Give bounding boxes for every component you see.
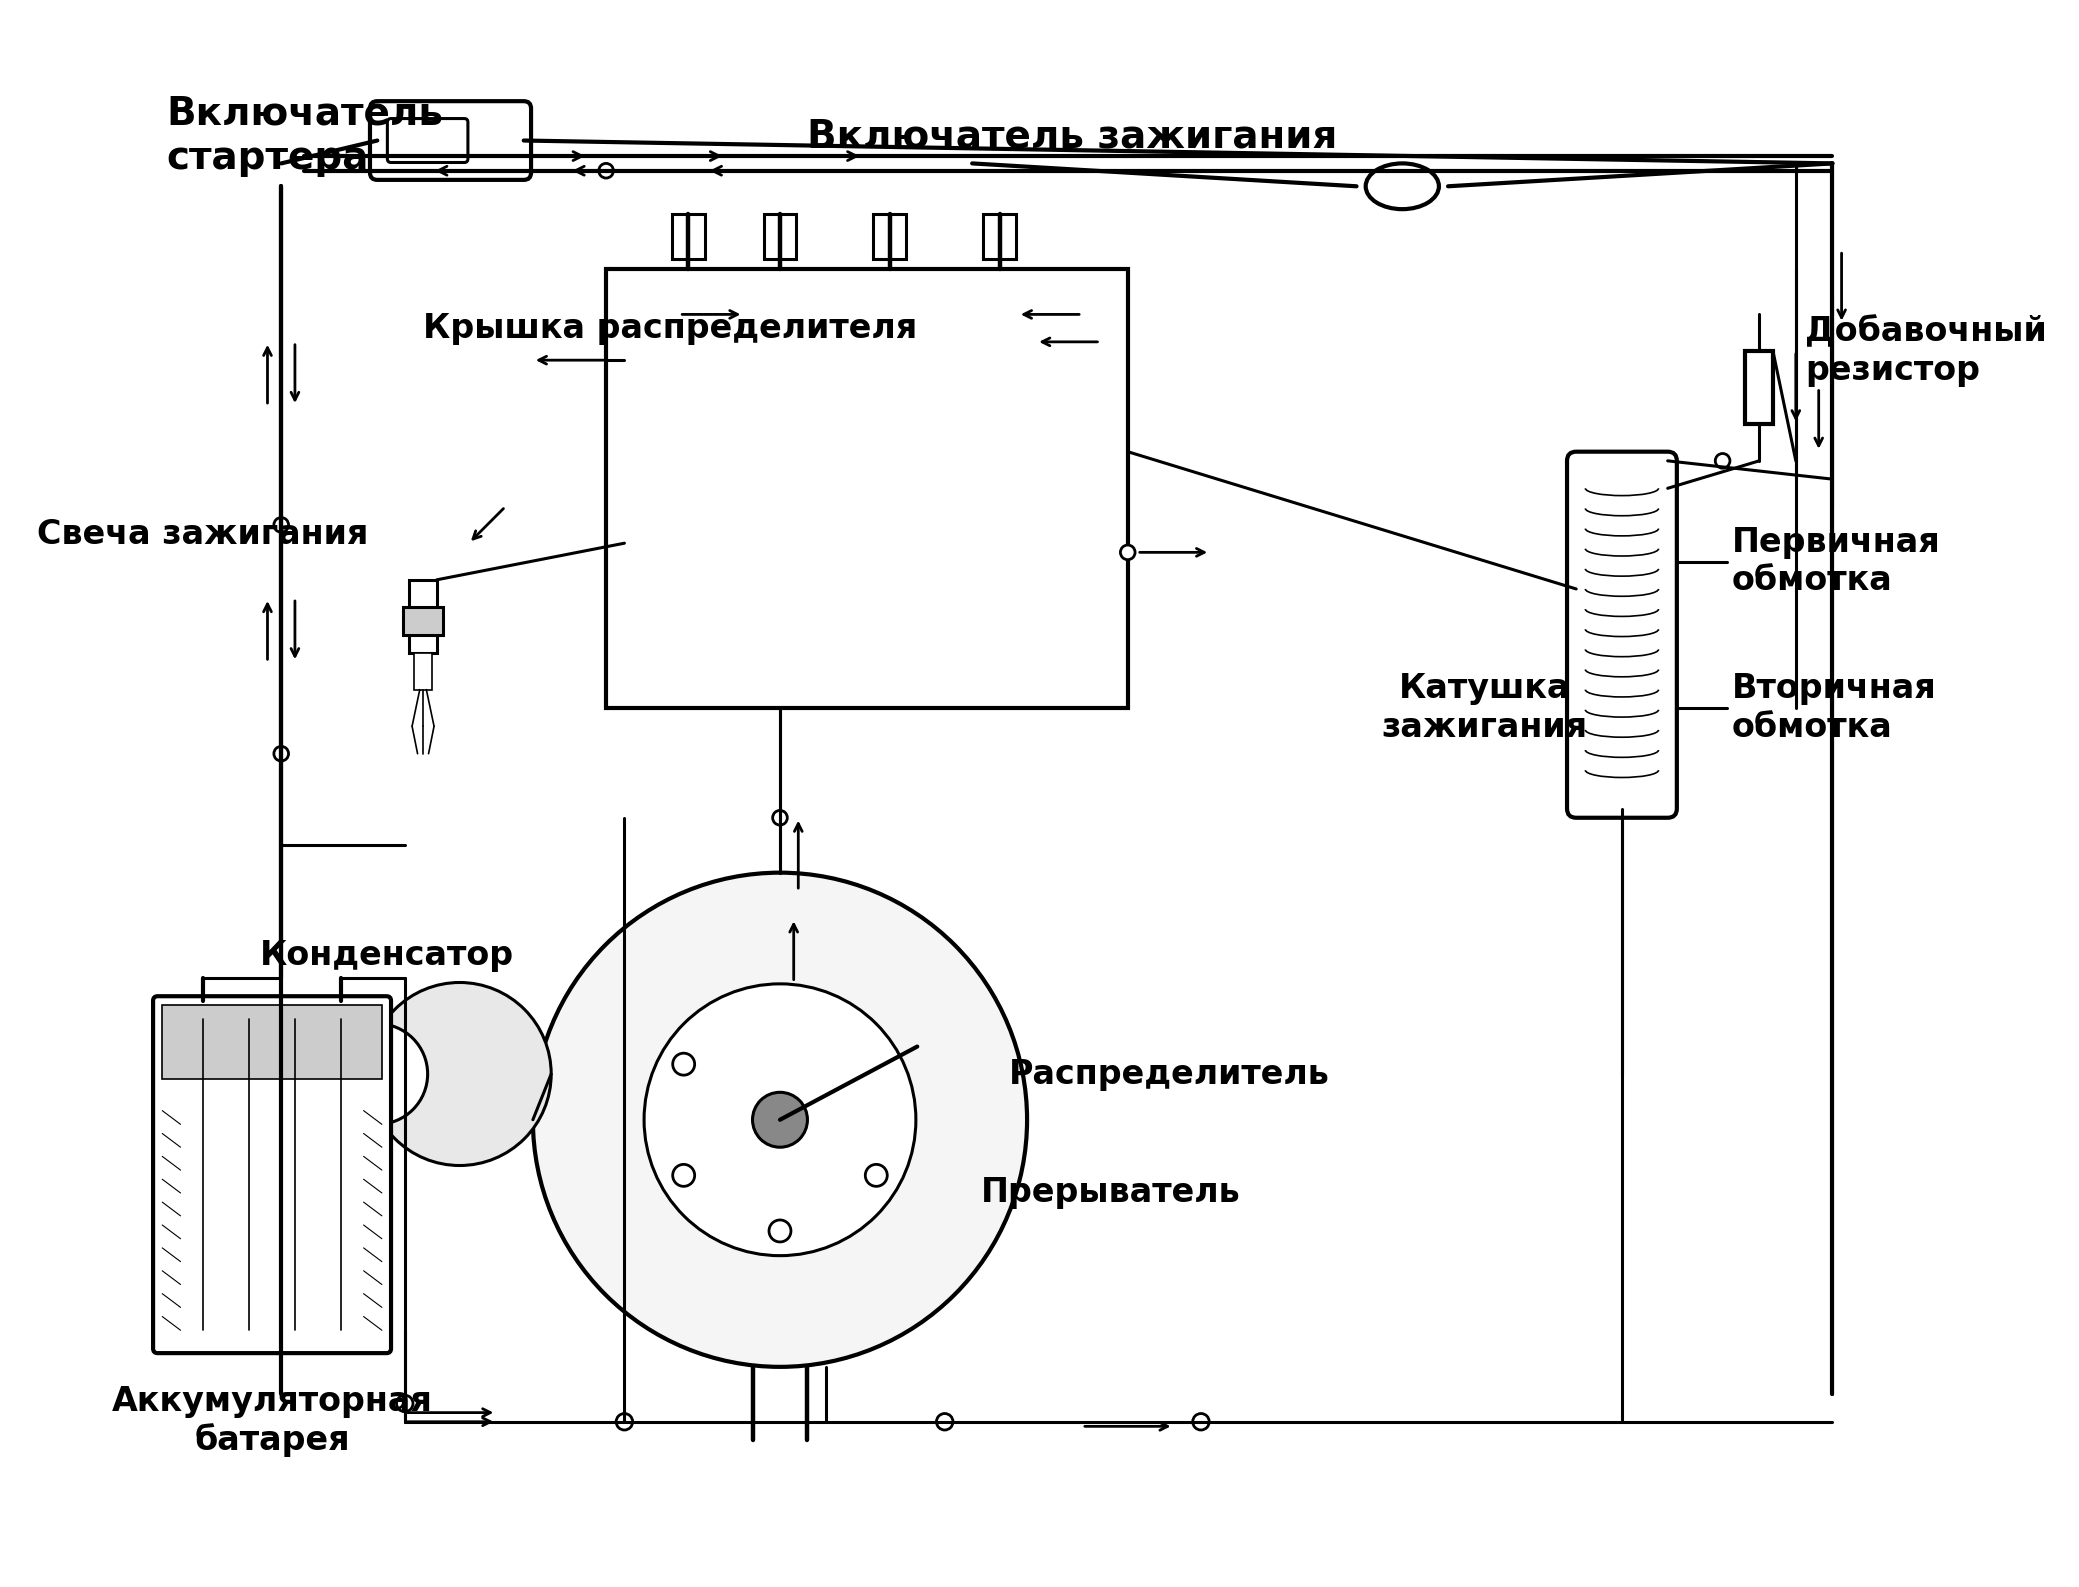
Circle shape [532, 873, 1027, 1366]
Circle shape [936, 1414, 952, 1430]
Circle shape [674, 1165, 694, 1187]
Text: Крышка распределителя: Крышка распределителя [422, 311, 917, 344]
Circle shape [326, 1024, 428, 1124]
FancyBboxPatch shape [1568, 452, 1678, 817]
Bar [983, 214, 1017, 260]
Circle shape [674, 1054, 694, 1074]
Circle shape [274, 746, 289, 762]
Bar [1746, 351, 1773, 424]
Circle shape [773, 811, 788, 825]
Circle shape [599, 163, 613, 178]
FancyBboxPatch shape [370, 102, 530, 179]
Text: Катушка
зажигания: Катушка зажигания [1383, 673, 1588, 744]
FancyBboxPatch shape [154, 997, 391, 1354]
Circle shape [1715, 454, 1730, 468]
Text: Включатель зажигания: Включатель зажигания [807, 117, 1337, 156]
Text: Первичная
обмотка: Первичная обмотка [1732, 525, 1940, 597]
FancyBboxPatch shape [387, 119, 468, 162]
Bar [410, 579, 437, 652]
Text: Аккумуляторная
батарея: Аккумуляторная батарея [112, 1385, 432, 1457]
Text: Свеча зажигания: Свеча зажигания [37, 517, 368, 551]
Bar [403, 608, 443, 635]
Bar [607, 268, 1127, 708]
Text: Конденсатор: Конденсатор [260, 938, 514, 971]
Text: Включатель
стартера: Включатель стартера [166, 95, 443, 176]
Circle shape [407, 163, 422, 178]
Ellipse shape [1366, 163, 1439, 209]
Bar [873, 214, 906, 260]
Circle shape [615, 1414, 632, 1430]
Circle shape [1121, 544, 1135, 560]
Circle shape [397, 1395, 414, 1412]
Bar [672, 214, 705, 260]
Bar [763, 214, 796, 260]
Circle shape [274, 517, 289, 532]
Text: Вторичная
обмотка: Вторичная обмотка [1732, 673, 1936, 744]
Circle shape [769, 1220, 790, 1243]
Circle shape [753, 1092, 807, 1147]
Circle shape [368, 982, 551, 1165]
Circle shape [1193, 1414, 1210, 1430]
Bar [414, 652, 432, 690]
Circle shape [865, 1165, 888, 1187]
Text: Прерыватель: Прерыватель [981, 1176, 1241, 1209]
Circle shape [644, 984, 917, 1255]
Text: Распределитель: Распределитель [1008, 1057, 1331, 1090]
Bar [162, 1005, 383, 1079]
Text: Добавочный
резистор: Добавочный резистор [1805, 316, 2046, 387]
